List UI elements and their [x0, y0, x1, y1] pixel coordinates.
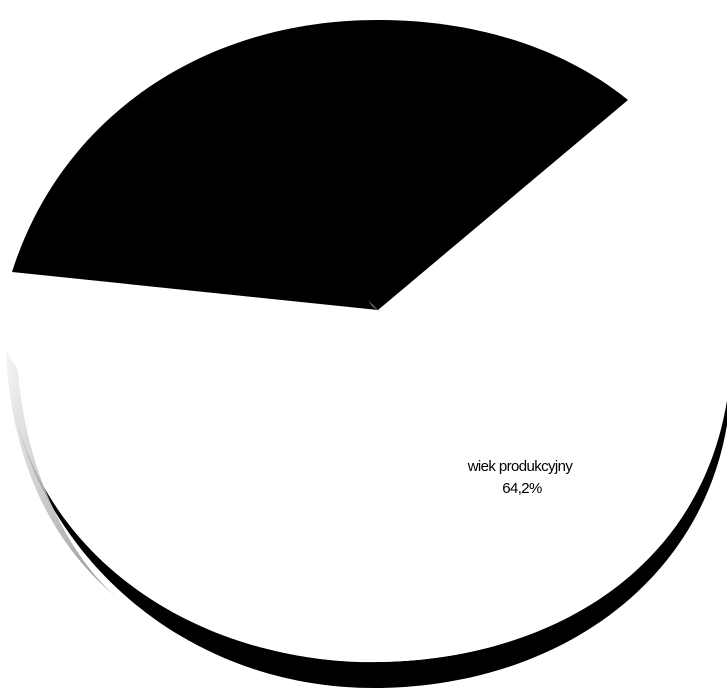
slice-seam: [368, 300, 380, 312]
pie-side-shading: [6, 350, 120, 600]
pie-slice-other: [12, 20, 628, 310]
pie-slice-wiek-produkcyjny: [11, 100, 727, 663]
slice-value-wiek-produkcyjny: 64,2%: [502, 480, 542, 497]
slice-label-wiek-produkcyjny: wiek produkcyjny: [467, 458, 574, 475]
